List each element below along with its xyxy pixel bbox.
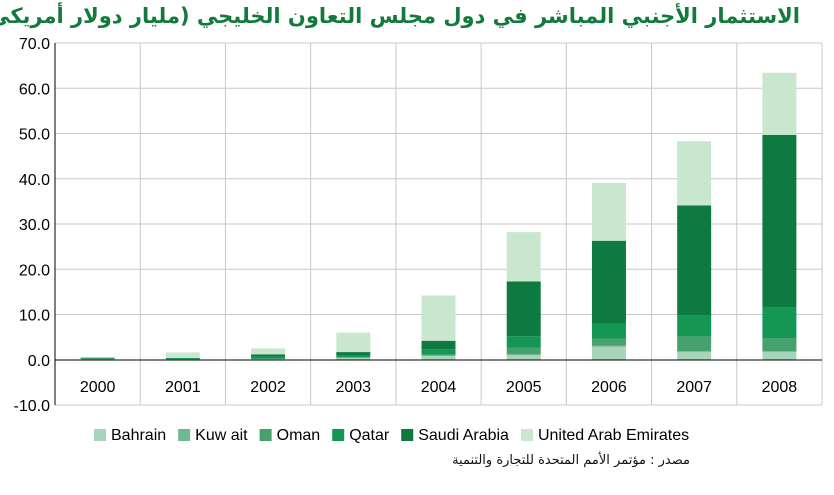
bar-segment — [591, 345, 626, 347]
source-note: مصدر : مؤتمر الأمم المتحدة للتجارة والتن… — [452, 453, 690, 468]
bar-segment — [251, 356, 286, 359]
y-tick-label: 10.0 — [19, 308, 50, 325]
y-tick-label: 70.0 — [19, 36, 50, 53]
bar-segment — [506, 232, 541, 282]
legend-label: Bahrain — [111, 427, 166, 444]
legend-swatch — [178, 429, 191, 441]
bar-segment — [506, 355, 541, 360]
bar-segment — [421, 355, 456, 360]
y-tick-label: 60.0 — [19, 81, 50, 98]
bar-segment — [336, 332, 371, 353]
x-tick-label: 2008 — [762, 379, 798, 396]
y-tick-label: 0.0 — [28, 353, 50, 370]
y-tick-label: -10.0 — [14, 398, 51, 415]
bar-segment — [251, 348, 286, 355]
bar-segment — [421, 354, 456, 356]
x-tick-label: 2002 — [250, 379, 286, 396]
bar-segment — [80, 358, 115, 360]
x-tick-labels: 2000 2001 2002 2003 2004 2005 2006 2007 2008 — [80, 379, 797, 396]
legend-label: Kuw ait — [195, 427, 248, 444]
bar-segment — [677, 351, 712, 360]
bar-segment — [80, 357, 115, 358]
bar-segment — [506, 347, 541, 355]
y-tick-label: 30.0 — [19, 217, 50, 234]
y-tick-label: 50.0 — [19, 127, 50, 144]
legend-swatch — [520, 429, 533, 441]
bar-segment — [421, 349, 456, 355]
legend-swatch — [259, 429, 272, 441]
x-tick-label: 2007 — [676, 379, 712, 396]
bar-segment — [506, 336, 541, 348]
bar-segment — [677, 315, 712, 337]
bar-segment — [80, 357, 115, 359]
legend-label: Oman — [277, 427, 321, 444]
x-tick-label: 2004 — [421, 379, 457, 396]
x-tick-label: 2006 — [591, 379, 627, 396]
bar-segment — [677, 141, 712, 206]
bar-segment — [762, 351, 797, 360]
bar-segment — [591, 240, 626, 324]
bar-segment — [251, 358, 286, 360]
bar-segment — [506, 354, 541, 356]
bar-segment — [336, 355, 371, 358]
bar-segment — [762, 134, 797, 308]
legend-label: Saudi Arabia — [418, 427, 509, 444]
bar-segment — [677, 205, 712, 316]
bar-segment — [762, 307, 797, 339]
bar-segment — [591, 338, 626, 346]
bar-segment — [165, 352, 200, 358]
legend-swatch — [401, 429, 414, 441]
legend-label: Qatar — [349, 427, 390, 444]
gridlines — [55, 42, 823, 406]
bar-segment — [677, 336, 712, 352]
legend-swatch — [94, 429, 106, 441]
x-tick-label: 2001 — [165, 379, 201, 396]
bar-segment — [762, 72, 797, 135]
chart-title: الاستثمار الأجنبي المباشر في دول مجلس ال… — [0, 4, 800, 28]
bar-segment — [421, 295, 456, 341]
y-tick-label: 40.0 — [19, 172, 50, 189]
bar-segment — [336, 357, 371, 360]
bar-series — [80, 72, 797, 361]
bar-segment — [677, 351, 712, 352]
x-tick-label: 2005 — [506, 379, 542, 396]
bar-segment — [762, 338, 797, 352]
bar-segment — [165, 357, 200, 360]
bar-segment — [251, 354, 286, 357]
y-tick-label: 20.0 — [19, 262, 50, 279]
bar-segment — [506, 281, 541, 337]
bar-segment — [762, 351, 797, 352]
y-tick-labels: 70.0 60.0 50.0 40.0 30.0 20.0 10.0 0.0 -10.0 — [14, 36, 51, 415]
bar-segment — [421, 340, 456, 350]
x-tick-label: 2000 — [80, 379, 116, 396]
axes — [54, 43, 822, 405]
x-tick-label: 2003 — [335, 379, 371, 396]
legend-swatch — [332, 429, 345, 441]
legend: Bahrain Kuw ait Oman Qatar Saudi Arabia Unite… — [94, 427, 689, 444]
bar-segment — [591, 182, 626, 241]
bar-segment — [336, 352, 371, 356]
legend-label: United Arab Emirates — [538, 427, 689, 444]
bar-segment — [591, 346, 626, 360]
bar-segment — [591, 323, 626, 339]
bar-segment — [80, 358, 115, 360]
